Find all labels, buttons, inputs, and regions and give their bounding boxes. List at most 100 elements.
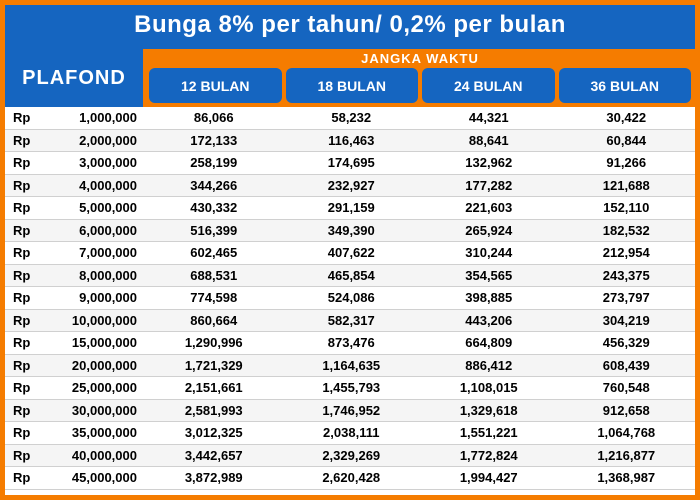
payment-cell: 116,463 [283,133,421,148]
payment-cell: 152,110 [558,200,696,215]
amount-value: 9,000,000 [41,290,137,305]
payment-cell: 1,721,329 [145,358,283,373]
currency-label: Rp [13,425,41,440]
banner-title: Bunga 8% per tahun/ 0,2% per bulan [5,5,695,49]
amount-cell: Rp10,000,000 [5,313,145,328]
currency-label: Rp [13,290,41,305]
amount-cell: Rp20,000,000 [5,358,145,373]
currency-label: Rp [13,133,41,148]
amount-value: 30,000,000 [41,403,137,418]
amount-cell: Rp15,000,000 [5,335,145,350]
currency-label: Rp [13,155,41,170]
payment-cell: 2,620,428 [283,470,421,485]
amount-value: 2,000,000 [41,133,137,148]
payment-cell: 860,664 [145,313,283,328]
currency-label: Rp [13,178,41,193]
payment-cell: 398,885 [420,290,558,305]
plafond-label: PLAFOND [5,49,145,107]
amount-value: 8,000,000 [41,268,137,283]
payment-cell: 354,565 [420,268,558,283]
payment-cell: 91,266 [558,155,696,170]
payment-cell: 182,532 [558,223,696,238]
amount-cell: Rp3,000,000 [5,155,145,170]
currency-label: Rp [13,380,41,395]
payment-cell: 1,108,015 [420,380,558,395]
payment-cell: 172,133 [145,133,283,148]
payment-cell: 132,962 [420,155,558,170]
loan-table-container: Bunga 8% per tahun/ 0,2% per bulan PLAFO… [0,0,700,500]
table-body: Rp1,000,00086,06658,23244,32130,422Rp2,0… [5,107,695,490]
table-row: Rp6,000,000516,399349,390265,924182,532 [5,220,695,243]
payment-cell: 1,368,987 [558,470,696,485]
currency-label: Rp [13,358,41,373]
amount-cell: Rp35,000,000 [5,425,145,440]
payment-cell: 465,854 [283,268,421,283]
payment-cell: 407,622 [283,245,421,260]
currency-label: Rp [13,110,41,125]
payment-cell: 1,746,952 [283,403,421,418]
table-row: Rp25,000,0002,151,6611,455,7931,108,0157… [5,377,695,400]
amount-value: 5,000,000 [41,200,137,215]
payment-cell: 582,317 [283,313,421,328]
payment-cell: 60,844 [558,133,696,148]
amount-cell: Rp7,000,000 [5,245,145,260]
amount-cell: Rp4,000,000 [5,178,145,193]
payment-cell: 443,206 [420,313,558,328]
payment-cell: 1,455,793 [283,380,421,395]
payment-cell: 3,872,989 [145,470,283,485]
payment-cell: 177,282 [420,178,558,193]
payment-cell: 121,688 [558,178,696,193]
payment-cell: 3,012,325 [145,425,283,440]
table-row: Rp7,000,000602,465407,622310,244212,954 [5,242,695,265]
payment-cell: 44,321 [420,110,558,125]
amount-value: 6,000,000 [41,223,137,238]
currency-label: Rp [13,470,41,485]
payment-cell: 30,422 [558,110,696,125]
currency-label: Rp [13,335,41,350]
amount-cell: Rp30,000,000 [5,403,145,418]
payment-cell: 58,232 [283,110,421,125]
payment-cell: 273,797 [558,290,696,305]
amount-value: 45,000,000 [41,470,137,485]
table-row: Rp8,000,000688,531465,854354,565243,375 [5,265,695,288]
payment-cell: 291,159 [283,200,421,215]
table-header: PLAFOND JANGKA WAKTU 12 BULAN 18 BULAN 2… [5,49,695,107]
payment-cell: 516,399 [145,223,283,238]
amount-value: 20,000,000 [41,358,137,373]
currency-label: Rp [13,245,41,260]
payment-cell: 456,329 [558,335,696,350]
payment-cell: 1,064,768 [558,425,696,440]
payment-cell: 310,244 [420,245,558,260]
table-row: Rp35,000,0003,012,3252,038,1111,551,2211… [5,422,695,445]
amount-value: 40,000,000 [41,448,137,463]
table-row: Rp40,000,0003,442,6572,329,2691,772,8241… [5,445,695,468]
table-row: Rp5,000,000430,332291,159221,603152,110 [5,197,695,220]
payment-cell: 430,332 [145,200,283,215]
amount-cell: Rp5,000,000 [5,200,145,215]
payment-cell: 221,603 [420,200,558,215]
amount-cell: Rp2,000,000 [5,133,145,148]
amount-value: 7,000,000 [41,245,137,260]
amount-cell: Rp1,000,000 [5,110,145,125]
table-row: Rp1,000,00086,06658,23244,32130,422 [5,107,695,130]
payment-cell: 1,164,635 [283,358,421,373]
payment-cell: 1,772,824 [420,448,558,463]
currency-label: Rp [13,200,41,215]
payment-cell: 2,038,111 [283,425,421,440]
amount-value: 10,000,000 [41,313,137,328]
amount-cell: Rp25,000,000 [5,380,145,395]
amount-cell: Rp40,000,000 [5,448,145,463]
currency-label: Rp [13,223,41,238]
table-row: Rp3,000,000258,199174,695132,96291,266 [5,152,695,175]
amount-cell: Rp6,000,000 [5,223,145,238]
payment-cell: 608,439 [558,358,696,373]
table-row: Rp20,000,0001,721,3291,164,635886,412608… [5,355,695,378]
table-row: Rp9,000,000774,598524,086398,885273,797 [5,287,695,310]
period-24: 24 BULAN [422,68,555,103]
table-row: Rp10,000,000860,664582,317443,206304,219 [5,310,695,333]
payment-cell: 912,658 [558,403,696,418]
period-pills: 12 BULAN 18 BULAN 24 BULAN 36 BULAN [145,68,695,107]
period-header-wrap: JANGKA WAKTU 12 BULAN 18 BULAN 24 BULAN … [145,49,695,107]
payment-cell: 344,266 [145,178,283,193]
period-18: 18 BULAN [286,68,419,103]
